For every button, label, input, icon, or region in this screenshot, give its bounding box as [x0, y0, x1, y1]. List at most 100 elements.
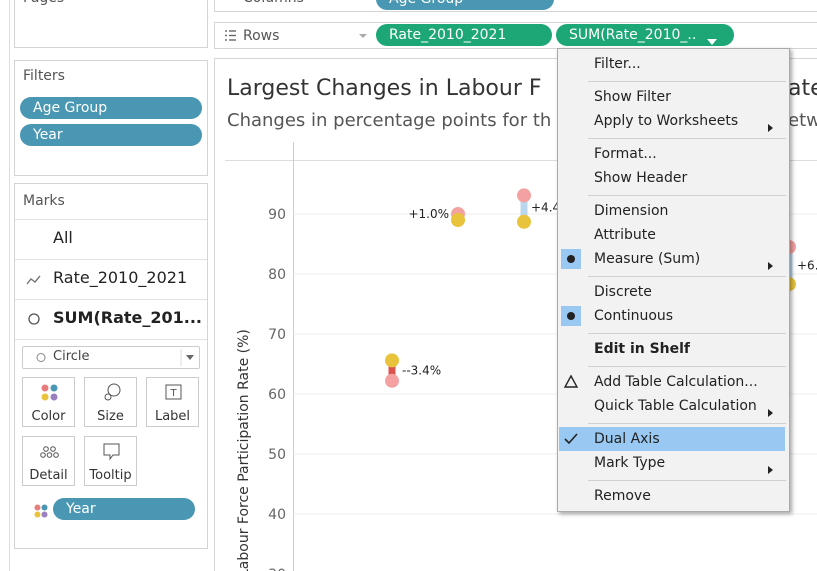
mark-button-label: Size	[97, 409, 124, 424]
menu-item[interactable]: Mark Type	[594, 455, 666, 471]
context-menu: Filter... Show Filter Apply to Worksheets F…	[557, 48, 790, 512]
arrow	[707, 39, 717, 45]
mark-button[interactable]: T Label	[146, 377, 199, 427]
columns-label: Columns	[243, 0, 304, 7]
divider	[15, 259, 207, 260]
rows-decor	[215, 23, 367, 41]
pages-card: Pages	[14, 0, 208, 48]
value-label: --3.4%	[402, 364, 441, 378]
menu-separator	[588, 138, 786, 139]
chart-title-tail: ate	[788, 76, 817, 101]
marks-icons	[15, 184, 41, 325]
menu-item[interactable]: Show Header	[594, 170, 688, 186]
button-icon	[103, 443, 120, 461]
rows-pill[interactable]: Rate_2010_2021	[376, 24, 552, 46]
change-bar	[520, 195, 528, 222]
menu-item[interactable]: Measure (Sum)	[594, 251, 701, 267]
button-icon	[104, 383, 121, 401]
menu-item[interactable]: Remove	[594, 488, 651, 504]
columns-shelf: Columns Age Group	[214, 0, 817, 12]
mark-button-label: Label	[154, 409, 191, 424]
submenu-arrow	[768, 402, 774, 417]
left-edge	[9, 0, 10, 571]
menu-item[interactable]: Attribute	[594, 227, 656, 243]
marks-icons-svg	[26, 275, 41, 325]
divider	[15, 219, 207, 220]
rows-label: Rows	[243, 28, 280, 44]
y-tick-label: 40	[268, 507, 286, 523]
point	[517, 214, 531, 229]
arrow	[768, 124, 773, 132]
change-bar	[388, 360, 396, 381]
button-icon	[40, 446, 59, 458]
mark-button[interactable]: Size	[84, 377, 137, 427]
year-pill[interactable]: Year	[53, 498, 195, 520]
menu-item[interactable]: Quick Table Calculation	[594, 398, 757, 414]
menu-item[interactable]: Filter...	[594, 56, 641, 72]
mark-button-label: Color	[31, 409, 66, 424]
chart-subtitle-tail: etw	[788, 110, 817, 131]
mark-button[interactable]: Tooltip	[84, 436, 137, 486]
chart-title: Largest Changes in Labour F	[227, 76, 542, 101]
rows-shelf: Rows Rate_2010_2021 SUM(Rate_2010_..	[214, 22, 817, 49]
value-label: +4.4	[531, 200, 560, 214]
marks-row[interactable]: All	[53, 228, 73, 247]
mark-button[interactable]: Detail	[22, 436, 75, 486]
y-tick-label: 80	[268, 267, 286, 283]
mark-button-label: Detail	[29, 468, 68, 483]
line-icon	[26, 275, 41, 285]
menu-separator	[588, 195, 786, 196]
chart-subtitle: Changes in percentage points for th	[227, 110, 551, 131]
menu-item[interactable]: Apply to Worksheets	[594, 113, 739, 129]
point	[385, 373, 399, 388]
menu-item[interactable]: Add Table Calculation...	[594, 374, 758, 390]
menu-item[interactable]: Show Filter	[594, 89, 671, 105]
rows-pill-arrow	[706, 31, 718, 45]
menu-separator	[588, 81, 786, 82]
mark-type-label: Circle	[53, 349, 90, 364]
y-axis-label: Labour Force Participation Rate (%)	[236, 329, 252, 571]
pages-title: Pages	[23, 0, 64, 7]
submenu-arrow	[768, 459, 774, 474]
filter-pill[interactable]: Age Group	[20, 97, 202, 119]
color-dots	[34, 504, 48, 518]
mark-button[interactable]: Color	[22, 377, 75, 427]
marks-row[interactable]: SUM(Rate_201...	[53, 308, 202, 327]
menu-separator	[588, 276, 786, 277]
arrow	[768, 262, 773, 270]
menu-separator	[588, 423, 786, 424]
menu-item[interactable]: Dual Axis	[594, 431, 660, 447]
circle-glyph	[36, 353, 46, 362]
filter-pill[interactable]: Year	[20, 124, 202, 146]
rows-pill[interactable]: SUM(Rate_2010_..	[556, 24, 734, 46]
y-tick-label: 70	[268, 327, 286, 343]
button-icon: T	[165, 384, 182, 400]
menu-separator	[588, 333, 786, 334]
menu-item[interactable]: Format...	[594, 146, 657, 162]
menu-item[interactable]: Continuous	[594, 308, 674, 324]
value-label: +6.2	[797, 259, 817, 273]
y-tick-label: 50	[268, 447, 286, 463]
delta	[563, 374, 579, 388]
divider	[15, 339, 207, 340]
marks-card: Marks All Rate_2010_2021 SUM(Rate_201... Cir…	[14, 183, 208, 549]
menu-item[interactable]: Edit in Shelf	[594, 341, 691, 357]
rows-icons	[225, 30, 367, 41]
submenu-arrow	[768, 117, 774, 132]
columns-pill[interactable]: Age Group	[376, 0, 554, 10]
arrow	[768, 409, 773, 417]
marks-row[interactable]: Rate_2010_2021	[53, 268, 188, 287]
menu-bullet	[567, 312, 575, 320]
mark-type-dropdown[interactable]: Circle	[22, 346, 200, 369]
submenu-arrow	[768, 255, 774, 270]
menu-item[interactable]: Discrete	[594, 284, 652, 300]
point	[517, 188, 531, 203]
point	[451, 213, 465, 227]
point	[385, 353, 399, 368]
y-tick-label: 90	[268, 207, 286, 223]
menu-item[interactable]: Dimension	[594, 203, 669, 219]
menu-icon	[563, 374, 579, 390]
menu-separator	[588, 366, 786, 367]
y-tick-label: 60	[268, 387, 286, 403]
